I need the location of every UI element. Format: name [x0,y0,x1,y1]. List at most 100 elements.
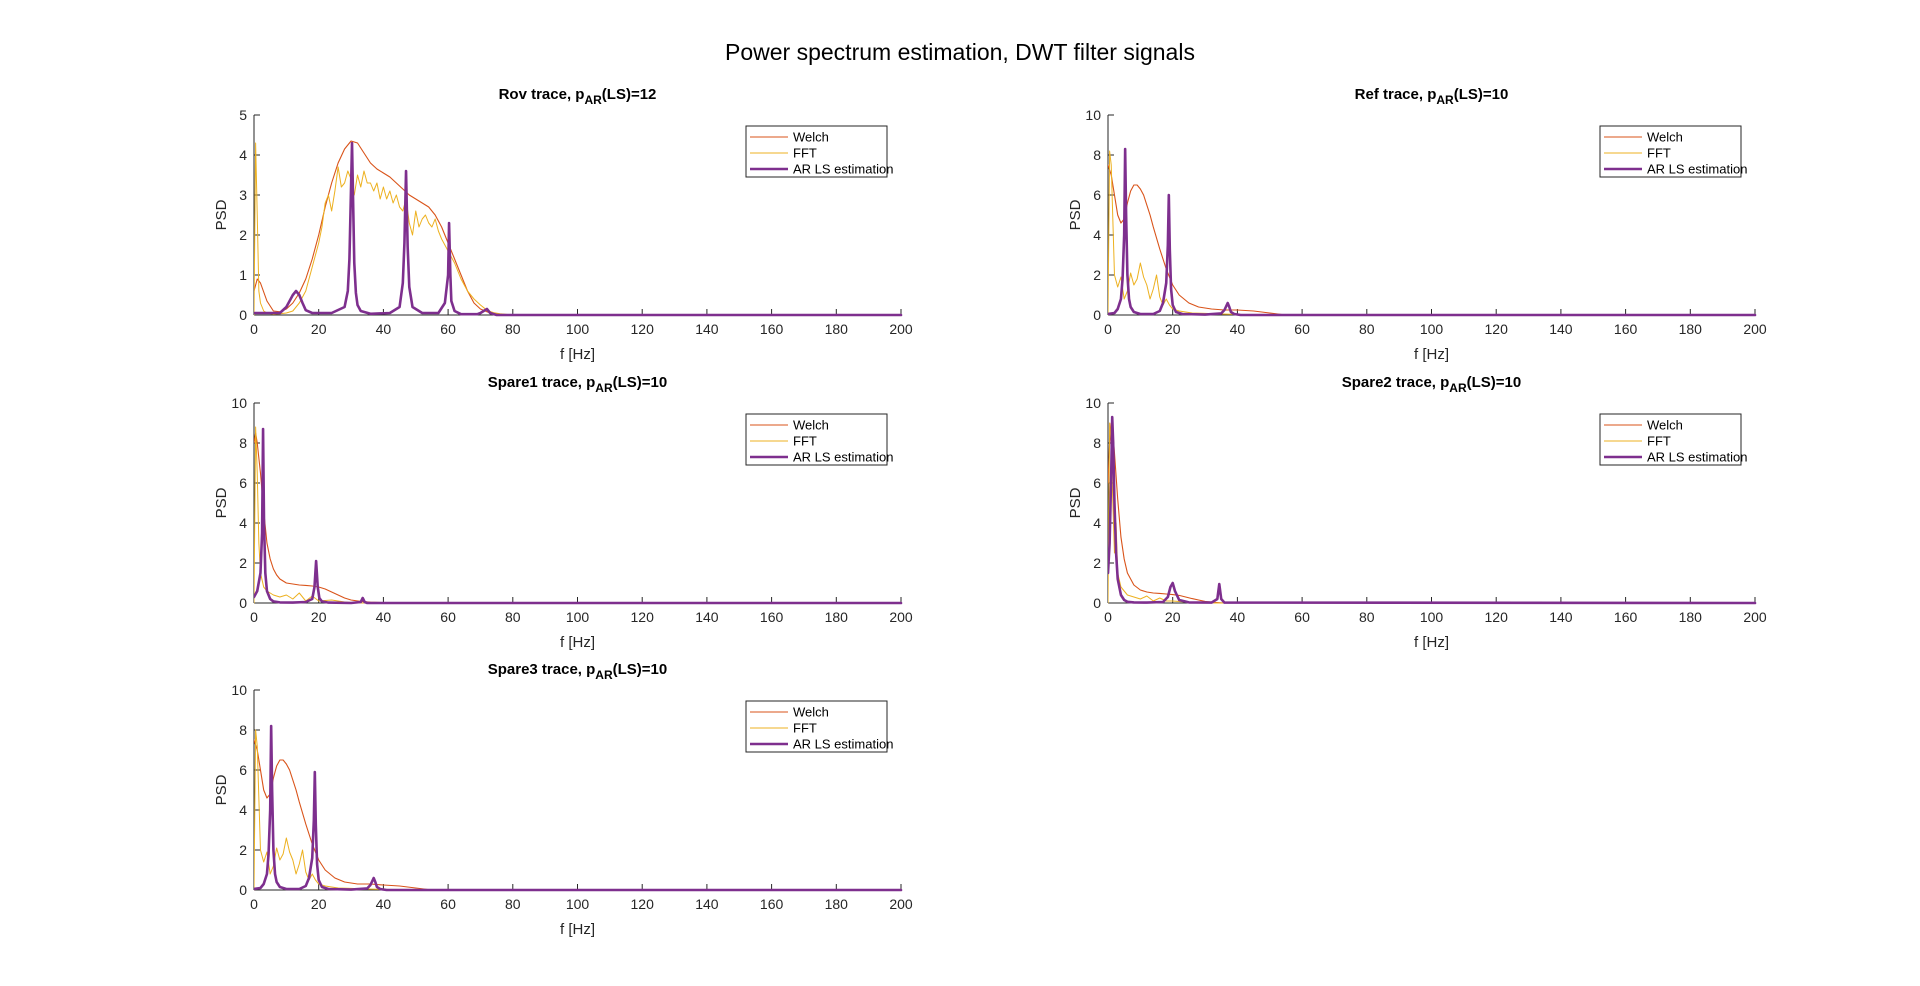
x-tick-label: 0 [250,609,258,625]
x-tick-label: 120 [1485,609,1509,625]
y-tick-label: 0 [1093,595,1101,611]
x-tick-label: 60 [440,896,456,912]
x-tick-label: 20 [1165,609,1181,625]
x-tick-label: 180 [1679,609,1703,625]
y-tick-label: 5 [239,107,247,123]
y-tick-label: 2 [239,227,247,243]
x-tick-label: 0 [1104,321,1112,337]
title-subscript: AR [1436,93,1454,107]
y-tick-label: 8 [1093,147,1101,163]
y-tick-label: 4 [239,515,247,531]
series-line-fft [254,729,902,891]
y-tick-label: 10 [231,395,247,411]
title-suffix: (LS)=12 [602,86,657,103]
x-tick-label: 100 [566,321,590,337]
y-tick-label: 4 [239,802,247,818]
legend-entry: FFT [1647,146,1671,161]
subplot-2: 0 20 40 60 80 100 120 140 160 180 200 0 2 4 6 8 10 f [Hz]… [1067,86,1767,363]
subplot-title: Rov trace, pAR(LS)=12 [499,86,657,107]
series-line-ar-ls-estimation [1108,147,1757,317]
x-tick-label: 40 [1230,321,1246,337]
x-tick-label: 20 [1165,321,1181,337]
x-tick-label: 0 [1104,609,1112,625]
y-tick-label: 6 [1093,475,1101,491]
y-axis-label: PSD [213,487,230,518]
title-prefix: Spare1 trace, p [488,374,596,391]
x-tick-label: 60 [440,321,456,337]
legend-entry: Welch [793,418,829,433]
y-tick-label: 4 [1093,227,1101,243]
x-tick-label: 100 [566,609,590,625]
y-tick-label: 4 [1093,515,1101,531]
x-tick-label: 160 [760,321,784,337]
x-tick-label: 80 [505,609,521,625]
x-tick-label: 80 [1359,321,1375,337]
x-tick-label: 180 [1679,321,1703,337]
x-axis-label: f [Hz] [1414,634,1449,651]
x-tick-label: 0 [250,896,258,912]
y-tick-label: 0 [239,307,247,323]
y-tick-label: 3 [239,187,247,203]
legend-entry: FFT [793,721,817,736]
series-line-welch [1108,164,1756,316]
title-suffix: (LS)=10 [1467,374,1522,391]
y-tick-label: 8 [239,435,247,451]
x-tick-label: 40 [376,609,392,625]
series-line-fft [254,426,902,604]
y-tick-label: 2 [239,555,247,571]
y-tick-label: 6 [239,762,247,778]
y-axis-label: PSD [213,774,230,805]
y-tick-label: 0 [239,882,247,898]
subplot-title: Spare3 trace, pAR(LS)=10 [488,661,668,682]
x-axis-label: f [Hz] [560,634,595,651]
y-tick-label: 10 [231,682,247,698]
subplot-title: Ref trace, pAR(LS)=10 [1355,86,1509,107]
x-tick-label: 180 [825,896,849,912]
x-axis-label: f [Hz] [1414,346,1449,363]
x-tick-label: 60 [440,609,456,625]
y-tick-label: 8 [239,722,247,738]
title-subscript: AR [584,93,602,107]
legend-entry: AR LS estimation [793,737,893,752]
x-tick-label: 200 [1743,321,1767,337]
series-line-ar-ls-estimation [254,141,903,317]
y-tick-label: 0 [239,595,247,611]
y-tick-label: 2 [1093,267,1101,283]
subplot-5: 0 20 40 60 80 100 120 140 160 180 200 0 2 4 6 8 10 f [Hz]… [213,661,913,938]
title-suffix: (LS)=10 [1454,86,1509,103]
x-tick-label: 200 [1743,609,1767,625]
title-subscript: AR [595,668,613,682]
subplot-1: 0 20 40 60 80 100 120 140 160 180 200 0 1 2 3 4 5 f [Hz] P… [213,86,913,363]
y-tick-label: 6 [1093,187,1101,203]
x-tick-label: 180 [825,321,849,337]
y-tick-label: 0 [1093,307,1101,323]
series-line-welch [254,739,902,891]
x-tick-label: 120 [1485,321,1509,337]
subplot-title: Spare1 trace, pAR(LS)=10 [488,374,668,395]
x-axis-label: f [Hz] [560,921,595,938]
x-tick-label: 120 [631,609,655,625]
y-tick-label: 10 [1085,395,1101,411]
x-tick-label: 120 [631,321,655,337]
x-axis-label: f [Hz] [560,346,595,363]
legend-entry: Welch [793,705,829,720]
y-tick-label: 1 [239,267,247,283]
x-tick-label: 140 [695,896,719,912]
legend-entry: AR LS estimation [793,162,893,177]
y-tick-label: 6 [239,475,247,491]
y-tick-label: 2 [239,842,247,858]
legend-entry: Welch [1647,130,1683,145]
title-subscript: AR [595,381,613,395]
x-tick-label: 40 [1230,609,1246,625]
subplot-title: Spare2 trace, pAR(LS)=10 [1342,374,1522,395]
x-tick-label: 100 [1420,321,1444,337]
x-tick-label: 200 [889,896,913,912]
x-tick-label: 0 [250,321,258,337]
x-tick-label: 40 [376,321,392,337]
x-tick-label: 120 [631,896,655,912]
